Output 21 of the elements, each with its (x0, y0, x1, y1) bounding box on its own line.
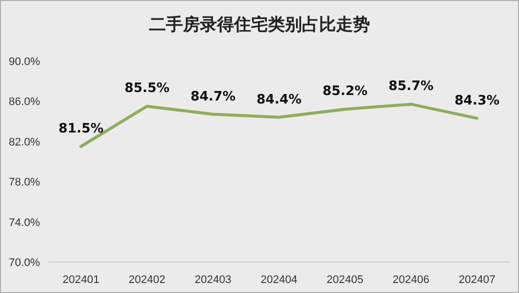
x-tick-label: 202401 (62, 274, 100, 286)
y-tick-label: 74.0% (8, 216, 40, 229)
y-tick-label: 70.0% (8, 257, 40, 269)
title: 二手房录得住宅类别占比走势 (149, 15, 370, 35)
text: 81.5% (58, 121, 104, 136)
x-tick-label: 202405 (326, 274, 364, 286)
text: 85.2% (322, 84, 368, 100)
text: 84.3% (454, 93, 500, 108)
text: 85.5% (124, 81, 170, 96)
text: 84.7% (190, 89, 236, 104)
text: 85.7% (388, 79, 434, 94)
y-tick-label: 82.0% (8, 136, 40, 148)
text: 84.4% (256, 92, 302, 108)
x-tick-label: 202404 (260, 274, 298, 286)
y-tick-label: 78.0% (8, 176, 40, 189)
x-tick-label: 202406 (392, 274, 430, 286)
y-tick-label: 86.0% (8, 96, 40, 108)
x-tick-label: 202407 (458, 274, 496, 286)
y-tick-label: 90.0% (8, 56, 40, 68)
x-tick-label: 202403 (194, 274, 232, 286)
x-tick-label: 202402 (128, 274, 166, 286)
